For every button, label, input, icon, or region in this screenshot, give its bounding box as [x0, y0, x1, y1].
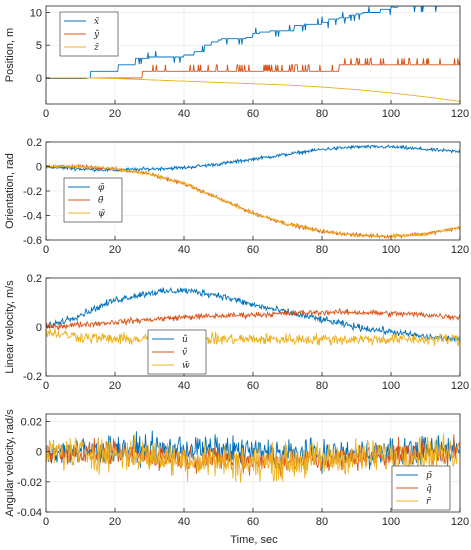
legend-label: r̃: [426, 496, 431, 507]
y-tick-label: 0.02: [21, 417, 42, 429]
legend: ũṽ w̃: [147, 329, 207, 375]
x-tick-label: 60: [247, 244, 259, 256]
y-tick-label: 5: [36, 40, 42, 52]
series-group: [46, 430, 460, 483]
x-tick-label: 0: [43, 108, 49, 120]
x-tick-label: 0: [43, 516, 49, 528]
series-line: [46, 144, 460, 173]
x-tick-label: 80: [316, 516, 328, 528]
x-tick-label: 100: [382, 108, 400, 120]
x-tick-label: 80: [316, 244, 328, 256]
x-tick-label: 80: [316, 380, 328, 392]
series-group: [46, 6, 460, 102]
y-tick-label: -0.6: [23, 235, 42, 247]
legend: p̃ q̃ r̃: [391, 465, 451, 511]
subplots: 0 20 40 60 80 100 120 0 5 10 Position, m x̃ ỹ z̃ 0 20 40…: [4, 5, 469, 528]
x-tick-label: 100: [382, 244, 400, 256]
x-tick-label: 100: [382, 380, 400, 392]
x-tick-label: 40: [178, 244, 190, 256]
legend: φ̃ θ̃ ψ̃: [63, 177, 123, 223]
legend-label: ũ: [182, 334, 188, 345]
y-axis-label: Position, m: [4, 28, 16, 82]
legend-label: x̃: [94, 16, 99, 27]
y-tick-label: 0: [36, 73, 42, 85]
x-tick-label: 40: [178, 380, 190, 392]
legend-label: z̃: [93, 42, 99, 53]
y-tick-label: 0.2: [27, 137, 42, 149]
y-tick-label: -0.04: [17, 507, 42, 519]
series-line: [46, 307, 460, 331]
y-axis-label: Angular velocity, rad/s: [4, 409, 16, 517]
x-tick-label: 20: [109, 380, 121, 392]
y-tick-label: -0.4: [23, 211, 42, 223]
series-group: [46, 287, 460, 347]
x-tick-label: 0: [43, 244, 49, 256]
series-line: [46, 287, 460, 343]
x-tick-label: 60: [247, 380, 259, 392]
legend-box: [391, 465, 451, 511]
y-axis-label: Linear velocity, m/s: [4, 280, 16, 374]
x-tick-label: 120: [451, 516, 469, 528]
legend-label: p̃: [426, 470, 432, 481]
series-line: [46, 433, 460, 483]
legend-label: θ̃: [98, 195, 104, 206]
x-tick-label: 60: [247, 516, 259, 528]
legend-label: ψ̃: [98, 208, 106, 219]
x-tick-label: 20: [109, 244, 121, 256]
x-tick-label: 20: [109, 516, 121, 528]
legend-label: φ̃: [98, 182, 105, 193]
legend-label: ỹ: [93, 29, 100, 40]
x-tick-label: 40: [178, 108, 190, 120]
y-tick-label: 0: [36, 447, 42, 459]
x-tick-label: 20: [109, 108, 121, 120]
x-tick-label: 120: [451, 108, 469, 120]
series-line: [46, 163, 460, 239]
x-tick-label: 120: [451, 380, 469, 392]
series-line: [46, 77, 460, 102]
x-tick-label: 80: [316, 108, 328, 120]
y-axis-label: Orientation, rad: [4, 153, 16, 229]
series-line: [46, 57, 460, 79]
y-tick-label: 0.2: [27, 273, 42, 285]
series-group: [46, 144, 460, 240]
x-tick-label: 120: [451, 244, 469, 256]
y-tick-label: 10: [30, 8, 42, 20]
x-tick-label: 100: [382, 516, 400, 528]
series-line: [46, 327, 460, 347]
y-tick-label: -0.2: [23, 371, 42, 383]
x-tick-label: 40: [178, 516, 190, 528]
legend-label: w̃: [182, 360, 190, 371]
y-tick-label: -0.02: [17, 477, 42, 489]
x-tick-label: 0: [43, 380, 49, 392]
legend-label: q̃: [426, 483, 432, 494]
y-tick-label: -0.2: [23, 186, 42, 198]
x-axis-label: Time, sec: [230, 534, 278, 546]
y-tick-label: 0: [36, 322, 42, 334]
series-line: [46, 6, 460, 79]
x-tick-label: 60: [247, 108, 259, 120]
subplot-1: 0 20 40 60 80 100 120 0 5 10 Position, m x̃ ỹ z̃: [4, 5, 469, 120]
subplot-2: 0 20 40 60 80 100 120 0.2 0 -0.2 -0.4 -0.6 Orientati…: [4, 137, 469, 256]
y-tick-label: 0: [36, 162, 42, 174]
legend-label: ṽ: [182, 348, 188, 358]
legend: x̃ ỹ z̃: [59, 11, 119, 57]
